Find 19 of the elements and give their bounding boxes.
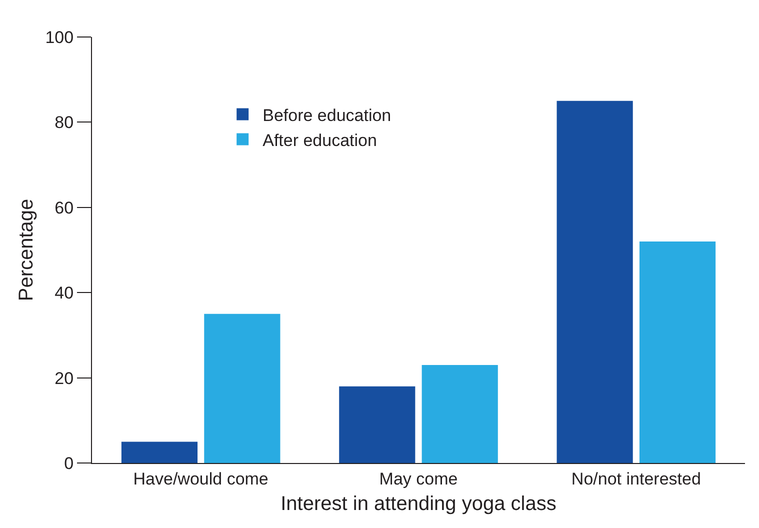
bar [204, 314, 280, 463]
bar [639, 241, 716, 463]
bar [556, 100, 633, 463]
x-tick-label: Have/would come [133, 469, 268, 488]
bar [422, 365, 498, 463]
legend-label: After education [262, 130, 377, 150]
x-tick-label: No/not interested [571, 469, 701, 488]
y-tick-label: 100 [45, 28, 74, 47]
legend-label: Before education [262, 106, 392, 125]
y-tick-label: 80 [54, 113, 74, 132]
bar [339, 386, 416, 463]
x-tick-label: May come [379, 469, 458, 488]
y-tick-label: 60 [54, 198, 74, 218]
bar [121, 442, 198, 463]
y-axis-title: Percentage [16, 198, 38, 302]
y-tick-label: 0 [64, 454, 74, 473]
y-tick-label: 40 [54, 284, 74, 303]
x-axis-title: Interest in attending yoga class [280, 492, 556, 515]
y-tick-label: 20 [54, 368, 74, 388]
